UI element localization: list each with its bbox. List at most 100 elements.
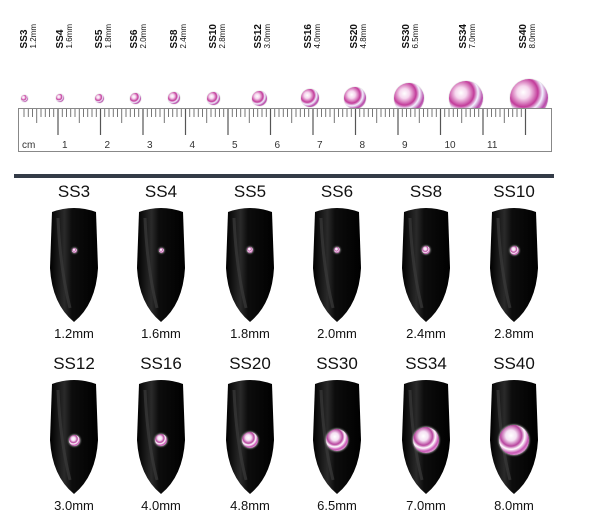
nail-size-mm: 2.4mm	[406, 326, 446, 341]
nail-sample-card: SS30 6.5mm	[297, 354, 377, 518]
nail-size-name: SS6	[320, 182, 354, 201]
ruler-size-mm: 1.6mm	[65, 24, 74, 49]
ruler-size-label: SS30 6.5mm	[401, 24, 420, 80]
nail-size-mm: 3.0mm	[54, 498, 94, 513]
ruler-graphic: cm 1 2 3 4 5 6 7 8 9 10 11	[18, 108, 552, 152]
rhinestone-sample	[344, 87, 366, 109]
ruler-size-label: SS34 7.0mm	[458, 24, 477, 80]
ruler-size-mm: 1.2mm	[29, 24, 38, 49]
ruler-size-label: SS6 2.0mm	[129, 24, 148, 80]
nail-sample-card: SS20 4.8mm	[210, 354, 290, 518]
ruler-size-name: SS30	[401, 24, 412, 49]
nail-tip-icon	[137, 208, 185, 322]
ruler-number: 3	[147, 140, 153, 151]
ruler-size-label: SS12 3.0mm	[253, 24, 272, 80]
nail-size-name: SS8	[409, 182, 443, 201]
ruler-size-name: SS4	[55, 29, 66, 49]
ruler-number: 11	[487, 140, 498, 151]
rhinestone-sample	[168, 92, 180, 104]
ruler-size-mm: 2.4mm	[179, 24, 188, 49]
nail-tip-icon	[313, 208, 361, 322]
ruler-size-label: SS40 8.0mm	[518, 24, 537, 80]
rhinestone-on-nail	[71, 247, 77, 253]
rhinestone-sample	[251, 90, 267, 106]
ruler-size-label: SS8 2.4mm	[169, 24, 188, 80]
ruler-body	[18, 108, 552, 152]
nail-size-mm: 1.6mm	[141, 326, 181, 341]
ruler-unit-label: cm	[22, 140, 35, 151]
rhinestone-on-nail	[247, 247, 253, 253]
ruler-size-name: SS8	[169, 29, 180, 49]
ruler-size-label: SS3 1.2mm	[19, 24, 38, 80]
rhinestone-sample	[56, 94, 64, 102]
nail-size-mm: 1.8mm	[230, 326, 270, 341]
rhinestone-on-nail	[68, 434, 80, 446]
nail-size-mm: 7.0mm	[406, 498, 446, 513]
ruler-number: 5	[232, 140, 238, 151]
ruler-size-name: SS16	[303, 24, 314, 49]
ruler-number: 8	[360, 140, 366, 151]
nail-sample-card: SS5 1.8mm	[210, 182, 290, 346]
nail-sample-card: SS16 4.0mm	[121, 354, 201, 518]
ruler-number: 4	[190, 140, 196, 151]
nail-sample-card: SS12 3.0mm	[34, 354, 114, 518]
rhinestone-on-nail	[509, 245, 519, 255]
rhinestone-on-nail	[499, 425, 529, 455]
nail-size-mm: 4.8mm	[230, 498, 270, 513]
ruler-size-label: SS20 4.8mm	[349, 24, 368, 80]
nail-sample-card: SS10 2.8mm	[474, 182, 554, 346]
ruler-size-label: SS10 2.8mm	[208, 24, 227, 80]
nail-size-name: SS40	[493, 354, 535, 373]
ruler-size-label: SS5 1.8mm	[94, 24, 113, 80]
nail-size-name: SS5	[233, 182, 267, 201]
ruler-size-mm: 6.5mm	[411, 24, 420, 49]
nail-sample-card: SS6 2.0mm	[297, 182, 377, 346]
nail-tip-icon	[402, 208, 450, 322]
ruler-number: 10	[445, 140, 457, 151]
ruler-size-name: SS40	[518, 24, 529, 49]
nail-size-name: SS20	[229, 354, 271, 373]
rhinestone-sample	[301, 89, 319, 107]
nail-sample-card: SS40 8.0mm	[474, 354, 554, 518]
ruler-size-name: SS5	[94, 29, 105, 49]
ruler-size-name: SS6	[129, 29, 140, 49]
ruler-size-name: SS3	[19, 29, 30, 49]
rhinestone-on-nail	[422, 246, 430, 254]
nail-size-mm: 1.2mm	[54, 326, 94, 341]
nail-size-name: SS34	[405, 354, 447, 373]
rhinestone-sample	[20, 94, 28, 102]
nail-size-mm: 2.8mm	[494, 326, 534, 341]
ruler-size-mm: 4.8mm	[359, 24, 368, 49]
rhinestone-on-nail	[158, 247, 164, 253]
ruler-size-label: SS4 1.6mm	[55, 24, 74, 80]
section-divider	[14, 174, 554, 178]
nail-size-name: SS16	[140, 354, 182, 373]
ruler-size-mm: 7.0mm	[468, 24, 477, 49]
nail-sample-card: SS8 2.4mm	[386, 182, 466, 346]
ruler-size-name: SS34	[458, 24, 469, 49]
nail-size-name: SS10	[493, 182, 535, 201]
ruler-number: 9	[402, 140, 408, 151]
ruler-number: 1	[62, 140, 68, 151]
ruler-size-mm: 2.0mm	[139, 24, 148, 49]
centimeter-ruler: cm 1 2 3 4 5 6 7 8 9 10 11	[18, 108, 552, 152]
ruler-panel: SS3 1.2mm SS4 1.6mm SS5 1.8mm SS6 2.0mm SS8 2.4mm…	[0, 0, 597, 174]
ruler-size-name: SS20	[349, 24, 360, 49]
rhinestone-sample	[94, 93, 104, 103]
nail-sample-card: SS34 7.0mm	[386, 354, 466, 518]
ruler-size-name: SS12	[253, 24, 264, 49]
ruler-size-label: SS16 4.0mm	[303, 24, 322, 80]
ruler-size-mm: 4.0mm	[313, 24, 322, 49]
nail-size-mm: 8.0mm	[494, 498, 534, 513]
rhinestone-sample	[206, 91, 220, 105]
nail-sample-card: SS4 1.6mm	[121, 182, 201, 346]
rhinestone-on-nail	[242, 432, 258, 448]
ruler-number: 6	[275, 140, 281, 151]
nail-size-mm: 4.0mm	[141, 498, 181, 513]
ruler-number: 2	[105, 140, 111, 151]
nail-size-name: SS30	[316, 354, 358, 373]
rhinestone-on-nail	[326, 429, 348, 451]
ruler-size-name: SS10	[208, 24, 219, 49]
nail-size-mm: 6.5mm	[317, 498, 357, 513]
ruler-size-mm: 2.8mm	[218, 24, 227, 49]
